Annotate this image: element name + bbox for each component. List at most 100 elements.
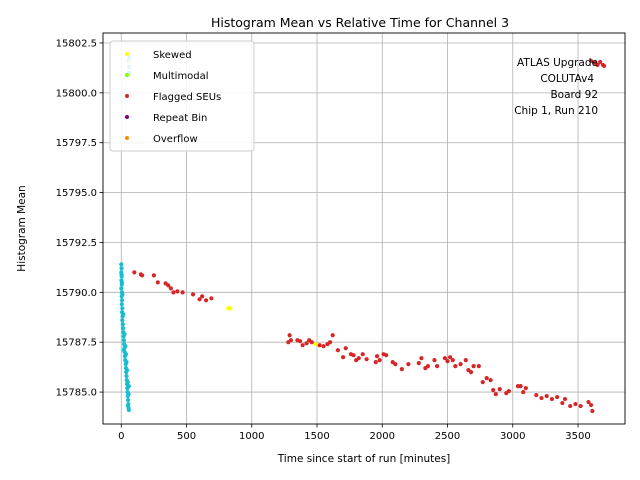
data-points	[119, 54, 607, 414]
annotation: ATLAS Upgrade COLUTAv4 Board 92 Chip 1, …	[514, 57, 598, 117]
x-tick-label: 1500	[304, 431, 329, 442]
data-point-flagged-seus	[317, 343, 322, 348]
legend-marker	[125, 94, 129, 98]
data-point-flagged-seus	[151, 273, 156, 278]
data-point-flagged-seus	[602, 63, 607, 69]
data-point-flagged-seus	[434, 364, 440, 369]
data-point-flagged-seus	[171, 290, 176, 295]
data-point-flagged-seus	[287, 333, 292, 338]
legend-marker	[125, 73, 129, 77]
x-tick-label: 500	[177, 431, 196, 442]
data-point-normal	[125, 403, 131, 409]
data-point-flagged-seus	[419, 356, 424, 361]
data-point-normal	[121, 312, 126, 317]
data-point-flagged-seus	[203, 298, 209, 303]
legend-box	[109, 40, 255, 152]
y-tick-label: 15790.0	[56, 288, 97, 299]
data-point-flagged-seus	[595, 62, 600, 68]
chart-title: Histogram Mean vs Relative Time for Chan…	[211, 15, 509, 30]
data-point-flagged-seus	[471, 364, 476, 369]
data-point-flagged-seus	[209, 296, 214, 301]
data-point-normal	[125, 397, 131, 403]
data-point-normal	[120, 322, 125, 327]
data-point-normal	[119, 286, 124, 291]
legend-marker	[125, 115, 129, 119]
y-tick-label: 15802.5	[56, 38, 97, 49]
x-tick-label: 3500	[565, 431, 590, 442]
legend-label: Repeat Bin	[153, 113, 207, 124]
data-point-normal	[125, 380, 130, 385]
data-point-normal	[126, 407, 131, 413]
data-point-flagged-seus	[406, 362, 411, 367]
data-point-flagged-seus	[330, 333, 335, 338]
data-point-flagged-seus	[555, 394, 560, 400]
legend-label: Multimodal	[153, 71, 209, 82]
data-point-flagged-seus	[155, 280, 160, 285]
data-point-flagged-seus	[360, 352, 365, 357]
data-point-flagged-seus	[140, 273, 145, 278]
data-point-flagged-seus	[399, 367, 404, 372]
data-point-flagged-seus	[309, 340, 314, 345]
data-point-flagged-seus	[493, 391, 498, 397]
x-axis-label: Time since start of run [minutes]	[277, 453, 451, 465]
y-tick-label: 15795.0	[56, 188, 97, 199]
legend-marker	[125, 136, 129, 140]
y-tick-label: 15800.0	[56, 88, 97, 99]
data-point-flagged-seus	[304, 341, 309, 346]
data-point-flagged-seus	[453, 364, 458, 369]
data-point-flagged-seus	[588, 402, 594, 408]
data-point-flagged-seus	[518, 384, 523, 389]
data-point-flagged-seus	[300, 343, 305, 348]
data-point-normal	[126, 391, 131, 397]
axis-ticks: 0 500 1000 1500 2000 2500 3000 3500 15785.0 15787…	[56, 38, 591, 442]
data-point-flagged-seus	[356, 356, 361, 361]
data-point-normal	[119, 280, 125, 285]
data-point-flagged-seus	[341, 355, 346, 360]
data-point-normal	[119, 272, 124, 277]
data-point-normal	[124, 360, 129, 365]
data-point-flagged-seus	[476, 364, 481, 369]
data-point-flagged-seus	[491, 387, 496, 393]
data-point-flagged-seus	[506, 388, 511, 394]
data-point-normal	[119, 302, 124, 307]
x-tick-label: 0	[118, 431, 124, 442]
data-point-flagged-seus	[374, 354, 380, 359]
y-tick-label: 15792.5	[56, 238, 97, 249]
data-point-flagged-seus	[297, 339, 303, 344]
data-point-flagged-seus	[321, 344, 326, 349]
data-point-flagged-seus	[539, 395, 544, 401]
data-point-normal	[121, 326, 126, 331]
annotation-line: COLUTAv4	[540, 73, 594, 85]
data-point-skewed	[313, 342, 318, 347]
data-point-flagged-seus	[534, 392, 539, 398]
data-point-flagged-seus	[562, 396, 568, 402]
plot-frame	[102, 32, 626, 425]
data-point-flagged-seus	[200, 294, 205, 299]
data-point-normal	[119, 266, 124, 271]
data-point-flagged-seus	[458, 362, 463, 367]
data-point-flagged-seus	[416, 361, 421, 366]
data-point-flagged-seus	[180, 290, 185, 295]
data-point-flagged-seus	[335, 348, 340, 353]
data-point-flagged-seus	[450, 358, 455, 363]
data-point-flagged-seus	[288, 338, 294, 343]
y-tick-label: 15785.0	[56, 388, 97, 399]
grid	[103, 33, 625, 424]
data-point-normal	[120, 306, 125, 311]
data-point-flagged-seus	[166, 283, 171, 288]
data-point-flagged-seus	[598, 59, 603, 65]
data-point-flagged-seus	[351, 353, 356, 358]
data-point-flagged-seus	[445, 359, 450, 364]
data-point-normal	[124, 374, 129, 379]
data-point-skewed	[228, 306, 233, 311]
data-point-flagged-seus	[590, 408, 595, 414]
data-point-flagged-seus	[377, 358, 382, 363]
data-point-flagged-seus	[190, 292, 196, 297]
data-point-flagged-seus	[468, 370, 474, 375]
data-point-flagged-seus	[373, 360, 378, 365]
y-axis-label: Histogram Mean	[16, 185, 28, 271]
annotation-line: ATLAS Upgrade	[517, 57, 598, 69]
data-point-normal	[119, 262, 124, 267]
data-point-flagged-seus	[549, 396, 555, 402]
